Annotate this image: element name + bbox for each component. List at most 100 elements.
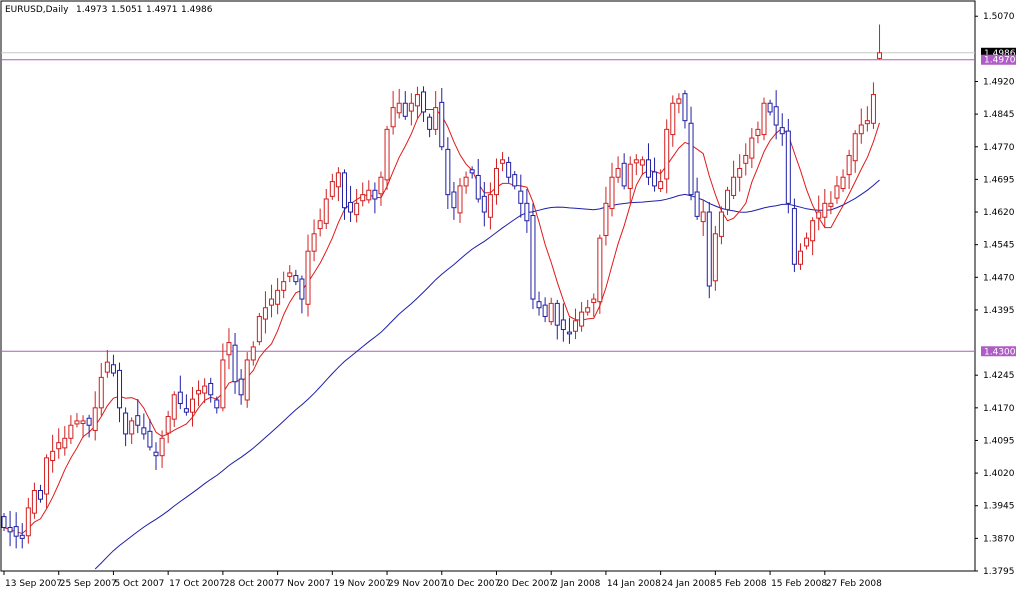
y-tick-label: 1.4095 (983, 436, 1015, 446)
y-tick-label: 1.4770 (983, 143, 1015, 153)
candle-body (633, 159, 639, 164)
candle-body (810, 220, 816, 242)
candle-body (196, 389, 202, 395)
chart-symbol: EURUSD,Daily (5, 5, 69, 15)
candle-body (779, 127, 785, 135)
price-tag-bg (981, 54, 1016, 65)
candle-body (208, 382, 214, 396)
candle-body (500, 159, 506, 164)
plot-area (0, 0, 976, 572)
candle-body (293, 275, 299, 283)
ohlc-open: 1.4973 (76, 5, 108, 15)
candle-body (433, 107, 439, 130)
price-tag-bg (981, 47, 1016, 58)
candle-body (785, 130, 791, 204)
candle-body (548, 302, 554, 323)
candle-body (335, 172, 341, 188)
candle-body (366, 189, 372, 201)
candle-body (323, 198, 329, 224)
candle-body (445, 148, 451, 196)
ma-slow-line (94, 179, 880, 570)
price-tag-label: 1.4970 (984, 56, 1016, 66)
x-tick-label: 5 Feb 2008 (716, 579, 767, 589)
candle-body (804, 237, 810, 247)
candle-body (737, 168, 743, 178)
x-tick-label: 15 Feb 2008 (771, 579, 827, 589)
candle-body (542, 304, 548, 317)
y-tick-label: 1.4545 (983, 241, 1015, 251)
ohlc-high: 1.5051 (111, 5, 143, 15)
candle-body (439, 101, 445, 148)
candle-body (688, 122, 694, 196)
candle-body (791, 208, 797, 265)
candle-body (390, 107, 396, 128)
x-tick-label: 14 Jan 2008 (607, 579, 661, 589)
y-tick-label: 1.4920 (983, 77, 1015, 87)
moving-average-slow (94, 179, 880, 570)
x-tick-label: 27 Feb 2008 (826, 579, 882, 589)
candle-body (670, 102, 676, 136)
candle-body (585, 307, 591, 313)
candle-body (275, 289, 281, 305)
candle-body (487, 194, 493, 218)
candle-body (457, 185, 463, 214)
candle-body (530, 215, 536, 300)
candle-body (62, 437, 68, 449)
candle-body (682, 93, 688, 122)
candle-body (171, 394, 177, 420)
y-tick-label: 1.4245 (983, 371, 1015, 381)
horizontal-lines (1, 52, 975, 352)
candle-body (123, 412, 129, 435)
candle-body (189, 398, 195, 413)
candle-body (117, 369, 123, 409)
candle-body (816, 211, 822, 219)
candle-body (25, 507, 31, 537)
candle-body (226, 342, 232, 356)
x-tick-label: 10 Dec 2007 (443, 579, 501, 589)
candle-body (56, 442, 62, 450)
candle-body (311, 233, 317, 252)
y-tick-label: 1.3870 (983, 534, 1015, 544)
candle-body (627, 163, 633, 190)
candle-body (74, 420, 80, 425)
x-tick-label: 5 Oct 2007 (114, 579, 164, 589)
y-tick-label: 1.4020 (983, 469, 1015, 479)
candle-body (743, 154, 749, 164)
candle-body (518, 190, 524, 204)
candle-body (305, 250, 311, 305)
candle-body (828, 202, 834, 207)
candle-body (767, 102, 773, 113)
candle-body (560, 319, 566, 331)
candle-body (615, 168, 621, 178)
candle-body (287, 272, 293, 277)
candle-body (159, 437, 165, 457)
candle-body (864, 120, 870, 125)
candle-body (822, 202, 828, 218)
candle-body (475, 174, 481, 200)
candle-body (664, 128, 670, 180)
candle-body (153, 451, 159, 457)
candle-body (384, 128, 390, 181)
candle-body (86, 417, 92, 426)
price-tag-bg (981, 346, 1016, 357)
candle-body (348, 201, 354, 213)
candle-body (19, 534, 25, 539)
candle-body (269, 298, 275, 306)
y-tick-label: 1.3795 (983, 567, 1015, 577)
candle-body (749, 137, 755, 159)
candle-body (238, 378, 244, 396)
candle-body (329, 181, 335, 197)
candle-body (536, 301, 542, 309)
candle-body (214, 399, 220, 409)
candle-body (645, 159, 651, 178)
candle-body (731, 176, 737, 196)
candle-body (846, 154, 852, 176)
candle-body (718, 211, 724, 237)
y-tick-label: 1.4695 (983, 175, 1015, 185)
candle-body (165, 416, 171, 434)
candle-body (37, 490, 43, 500)
candle-body (68, 424, 74, 439)
